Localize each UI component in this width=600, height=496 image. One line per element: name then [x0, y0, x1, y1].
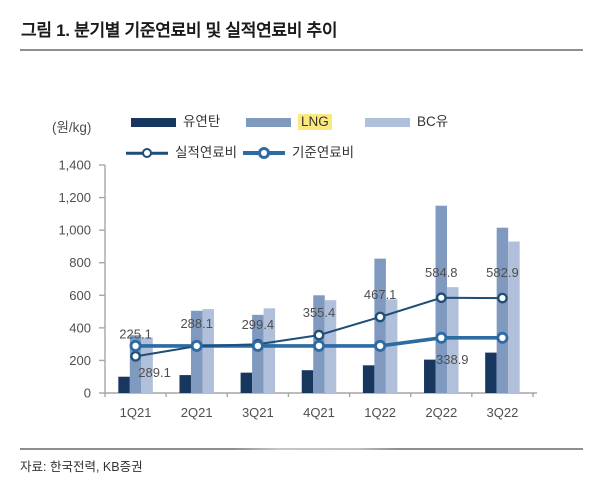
marker-기준연료비-2Q22	[435, 331, 448, 344]
data-label-실적연료비-2Q21: 288.1	[180, 316, 213, 331]
x-tick-label: 2Q22	[425, 405, 457, 420]
data-label-실적연료비-4Q21: 355.4	[303, 305, 336, 320]
legend-line-swatch-기준연료비	[243, 147, 285, 160]
legend-marker-icon	[258, 147, 270, 159]
legend-swatch-유연탄	[131, 117, 176, 127]
legend-label-기준연료비: 기준연료비	[292, 145, 355, 160]
data-label-실적연료비-3Q22: 582.9	[486, 265, 519, 280]
legend-swatch-BC유	[365, 117, 410, 127]
x-tick-label: 1Q22	[364, 405, 396, 420]
marker-실적연료비-3Q22	[497, 292, 508, 304]
y-tick-label: 1,400	[58, 158, 91, 173]
marker-실적연료비-4Q21	[313, 329, 325, 341]
legend-item-LNG: LNG	[246, 114, 332, 130]
bar-LNG-3Q21	[252, 314, 264, 393]
y-tick-label: 1,200	[58, 190, 91, 205]
y-tick-label: 600	[69, 288, 91, 303]
data-label-기준연료비-2Q22: 338.9	[436, 352, 469, 367]
data-label-실적연료비-1Q22: 467.1	[364, 287, 397, 302]
legend-swatch-LNG	[246, 117, 291, 127]
data-label-기준연료비-1Q21: 289.1	[138, 365, 171, 380]
marker-실적연료비-1Q22	[374, 311, 386, 323]
x-tick-label: 3Q21	[242, 405, 274, 420]
legend-item-기준연료비: 기준연료비	[243, 145, 354, 161]
marker-실적연료비-2Q22	[435, 292, 447, 304]
data-label-실적연료비-2Q22: 584.8	[425, 265, 458, 280]
marker-기준연료비-4Q21	[312, 339, 325, 352]
legend-item-BC유: BC유	[365, 114, 448, 130]
marker-기준연료비-2Q21	[190, 339, 203, 352]
bar-BC유-2Q21	[202, 309, 214, 393]
y-tick-label: 0	[84, 386, 91, 401]
bar-BC유-2Q22	[447, 287, 459, 393]
data-label-실적연료비-1Q21: 225.1	[119, 326, 152, 341]
bar-유연탄-3Q22	[485, 352, 497, 393]
figure-title: 그림 1. 분기별 기준연료비 및 실적연료비 추이	[21, 21, 338, 40]
legend-line-swatch-실적연료비	[126, 147, 168, 160]
marker-기준연료비-1Q21	[129, 339, 142, 352]
bar-LNG-3Q22	[496, 227, 509, 393]
bar-BC유-3Q21	[263, 308, 276, 393]
y-tick-label: 400	[69, 320, 91, 335]
title-divider	[20, 49, 583, 51]
marker-기준연료비-3Q22	[496, 331, 509, 344]
y-tick-label: 200	[69, 353, 91, 368]
bar-유연탄-1Q21	[118, 376, 130, 393]
bar-BC유-3Q22	[508, 241, 520, 393]
x-tick-label: 2Q21	[181, 405, 213, 420]
bar-유연탄-1Q22	[362, 365, 375, 393]
marker-기준연료비-1Q22	[374, 339, 387, 352]
legend-item-실적연료비: 실적연료비	[126, 145, 237, 161]
bar-유연탄-2Q22	[424, 359, 436, 393]
x-tick-label: 3Q22	[487, 405, 519, 420]
data-label-실적연료비-3Q21: 299.4	[242, 317, 275, 332]
legend-label-LNG: LNG	[298, 114, 332, 130]
bottom-divider	[20, 448, 583, 450]
legend-marker-icon	[142, 148, 152, 158]
bar-유연탄-3Q21	[240, 372, 253, 393]
legend-label-BC유: BC유	[417, 114, 449, 129]
marker-기준연료비-3Q21	[251, 339, 264, 352]
x-tick-label: 1Q21	[120, 405, 152, 420]
x-tick-label: 4Q21	[303, 405, 335, 420]
y-tick-label: 1,000	[58, 223, 91, 238]
y-axis-unit-label: (원/kg)	[52, 120, 92, 135]
legend-item-유연탄: 유연탄	[131, 114, 220, 130]
bar-유연탄-2Q21	[179, 375, 191, 393]
legend-label-실적연료비: 실적연료비	[175, 145, 238, 160]
marker-실적연료비-1Q21	[130, 350, 141, 362]
bar-BC유-1Q21	[141, 337, 153, 393]
bar-LNG-1Q21	[129, 335, 142, 393]
bar-유연탄-4Q21	[301, 370, 314, 393]
legend-label-유연탄: 유연탄	[183, 114, 221, 129]
y-tick-label: 800	[69, 255, 91, 270]
source-note: 자료: 한국전력, KB증권	[20, 460, 143, 474]
bar-LNG-1Q22	[374, 258, 386, 393]
